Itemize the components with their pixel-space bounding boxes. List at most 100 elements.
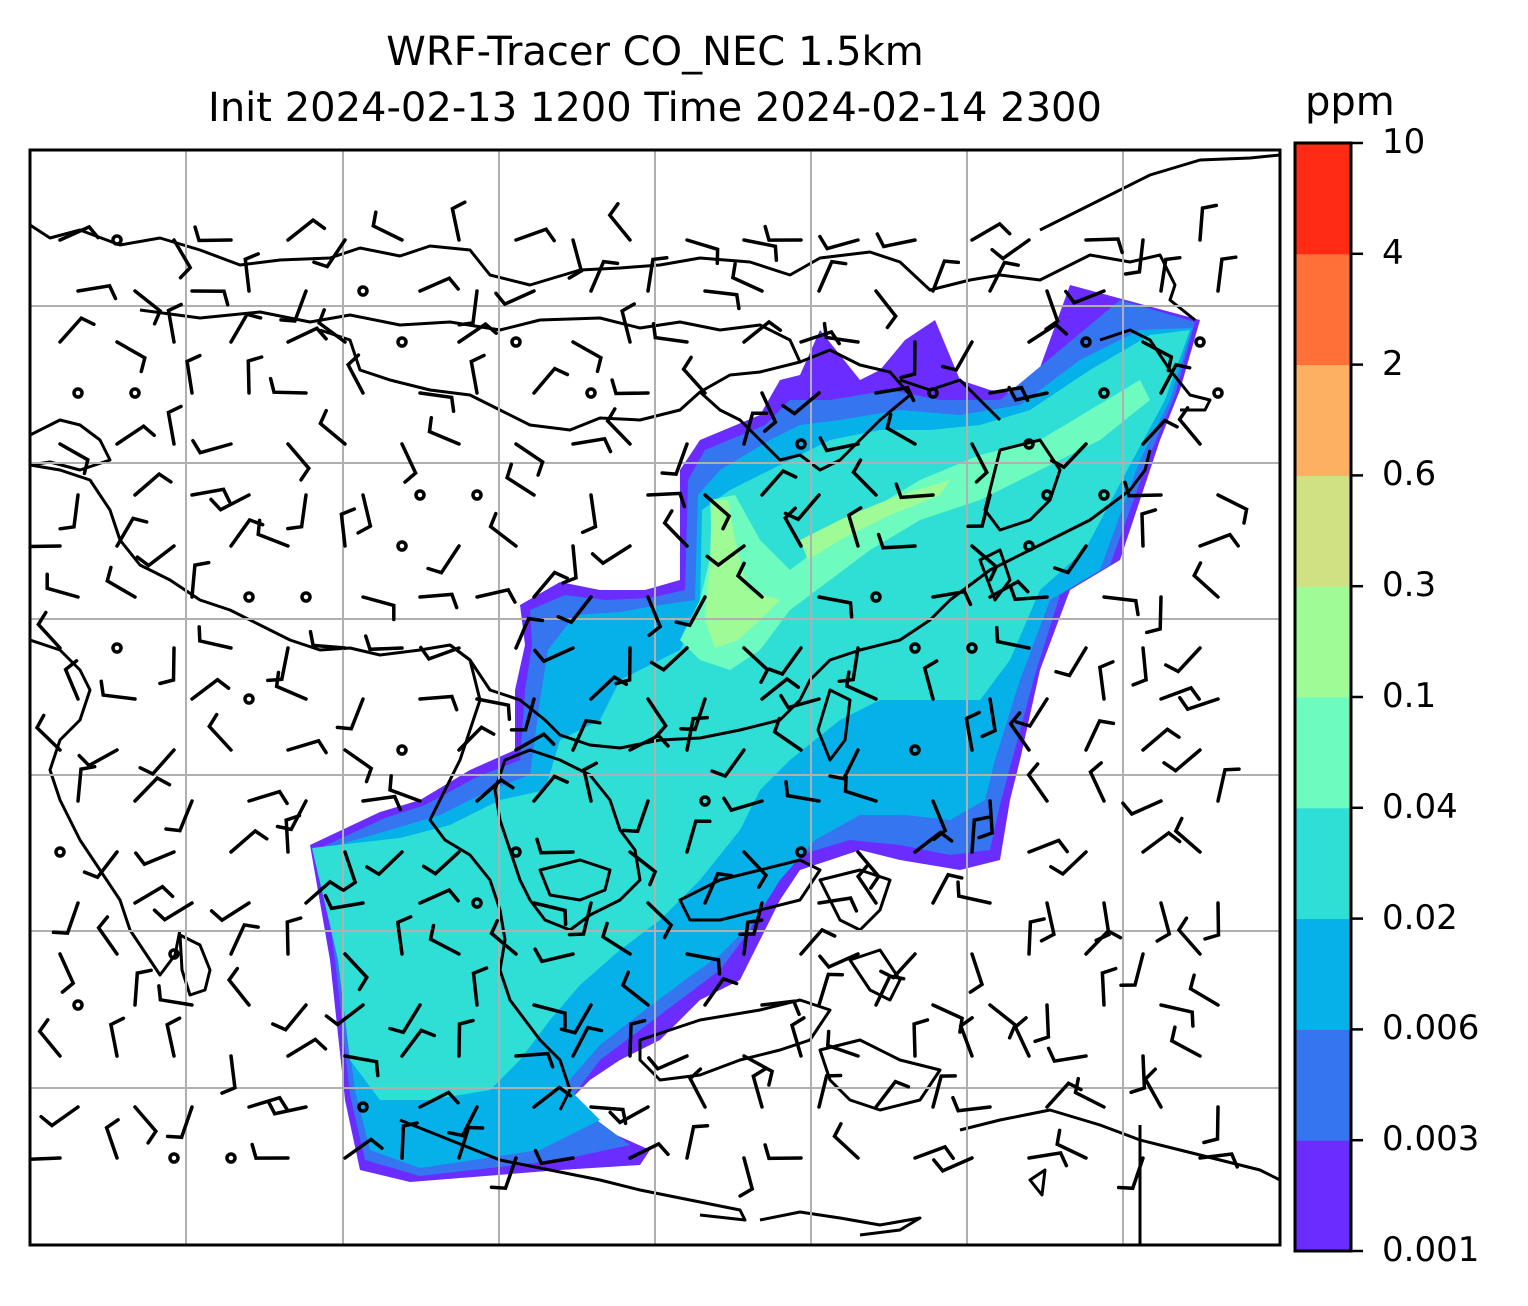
wind-barb [1039,901,1056,943]
wind-barb [679,697,707,732]
colorbar-bin [1295,1140,1351,1252]
wind-barb [190,677,231,701]
wind-barb [1155,901,1172,943]
coastlines [30,153,1280,1245]
calm-wind-marker [585,387,597,399]
wind-barb [1123,238,1145,276]
tracer-level-0.02 [312,330,1190,1100]
wind-barb [58,224,100,242]
tracer-level-0.1 [705,500,780,648]
wind-barb [115,516,149,548]
wind-barb [1084,237,1124,255]
colorbar-bin [1295,143,1351,255]
wind-barb [600,921,632,956]
map-frame [28,148,1282,1247]
wind-barb [590,544,632,566]
wind-barb [271,1003,308,1032]
wind-barb [345,353,365,395]
wind-barb [1013,1016,1031,1058]
wind-barb [970,442,989,484]
wind-barb [874,385,916,403]
wind-barb [1202,1105,1220,1145]
wind-barb [419,645,461,661]
wind-barb [674,595,707,628]
wind-barb [191,438,233,455]
wind-barb [30,1156,62,1161]
wind-barb [874,289,898,330]
wind-barb [1008,711,1031,752]
calm-wind-marker [300,591,312,603]
wind-barb [165,1105,194,1140]
wind-barb [970,544,999,582]
wind-barb [532,366,570,395]
wind-barb [133,471,173,497]
wind-barb [818,436,860,453]
wind-barb [1144,595,1163,635]
wind-barb [190,289,230,307]
wind-barb [209,901,251,923]
wind-barb [620,970,650,1007]
wind-barb [363,634,404,652]
calm-wind-marker [1098,387,1110,399]
wind-barb [855,864,878,905]
calm-wind-marker [1194,336,1206,348]
map-title-line1: WRF-Tracer CO_NEC 1.5km [386,29,924,75]
wind-barb [1176,916,1202,956]
wind-barb [418,1090,460,1109]
colorbar-bin [1295,807,1351,920]
wind-barb [190,560,211,599]
wind-barb [784,779,821,803]
wind-barb [620,302,636,344]
wind-barb [1216,493,1249,525]
wind-barb [266,1099,308,1116]
wind-barb [1173,816,1202,854]
wind-barb [1192,561,1220,599]
tracer-field [310,285,1200,1182]
wind-barb [447,1105,479,1138]
calm-wind-marker [129,387,141,399]
wind-barb [742,918,764,956]
wind-barb [703,493,732,531]
wind-barb [1100,966,1118,1007]
wind-barb [763,1143,803,1161]
wind-barb [115,340,147,374]
wind-barb [1055,1128,1088,1160]
wind-barb [662,509,689,548]
wind-barb [166,302,183,344]
wind-barb [705,544,746,568]
wind-barb [343,748,374,784]
wind-barb [209,493,251,512]
wind-barb [388,774,422,803]
wind-barb [876,532,917,550]
calm-wind-marker [396,540,408,552]
wind-barb [457,1125,485,1160]
wind-barb [395,915,413,956]
wind-barb [825,1029,860,1058]
wind-barb [58,952,76,994]
wind-barb [779,693,821,710]
wind-barb [133,1105,159,1145]
wind-barb [1141,418,1179,446]
wind-barb [628,733,670,752]
wind-barb [582,761,599,803]
wind-barb [817,972,845,1007]
calm-wind-marker [510,336,522,348]
wind-barb [1008,584,1049,602]
wind-barb [505,462,536,497]
calm-wind-marker [870,591,882,603]
wind-barb [1088,761,1106,803]
wind-barb [964,710,981,752]
calm-wind-marker [699,795,711,807]
wind-barb [742,646,770,684]
wind-barb [427,415,461,446]
wind-barb [735,561,764,599]
wind-barb [1198,203,1219,242]
wind-barb [856,850,881,890]
wind-barb [1116,1156,1145,1191]
colorbar-bin [1295,697,1351,809]
map-title-line2: Init 2024-02-13 1200 Time 2024-02-14 230… [208,85,1102,131]
wind-barb [931,872,964,905]
colorbar-tick-label: 10 [1382,122,1426,162]
wind-barb [818,952,860,970]
wind-barb [703,871,734,905]
